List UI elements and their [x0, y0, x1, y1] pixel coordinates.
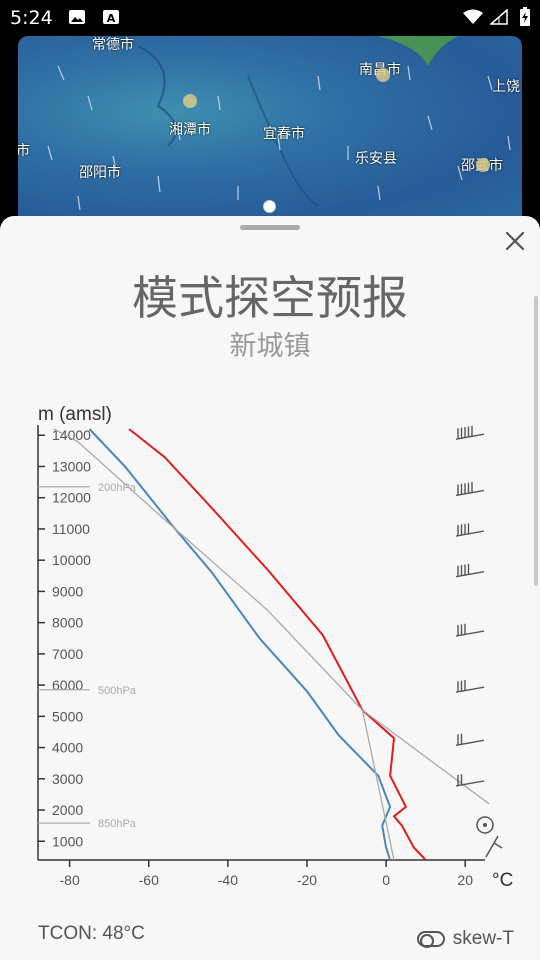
- image-icon: [69, 10, 85, 24]
- close-icon[interactable]: [502, 228, 528, 254]
- x-tick-label: -40: [218, 872, 238, 888]
- status-time: 5:24: [10, 7, 53, 29]
- series-line: [128, 428, 427, 861]
- forecast-sheet: 模式探空预报 新城镇 m (amsl) °C 1000 2000 3000 4000 5…: [0, 216, 540, 960]
- status-bar: 5:24 A: [0, 0, 540, 36]
- svg-text:A: A: [107, 12, 116, 25]
- wind-barbs: [455, 425, 485, 787]
- map-label-changde: 常德市: [92, 37, 134, 53]
- map-label-shaoyang: 邵阳市: [79, 165, 121, 181]
- map-label-shangrao: 上饶: [492, 79, 520, 95]
- wind-barb: [455, 563, 485, 578]
- y-tick-label: 6000: [52, 677, 83, 693]
- font-icon: A: [103, 10, 119, 25]
- axes-layer: 1000 2000 3000 4000 5000 6000 7000 8000 9000 1000…: [37, 425, 485, 888]
- y-tick-label: 7000: [52, 646, 83, 662]
- y-tick-label: 13000: [52, 458, 91, 474]
- pressure-level-label: 200hPa: [98, 482, 137, 494]
- y-tick-label: 9000: [52, 583, 83, 599]
- series-line: [362, 709, 490, 805]
- wifi-icon: [463, 9, 483, 24]
- surface-wind-barb: [485, 835, 503, 858]
- map-label-xiangtan: 湘潭市: [169, 122, 211, 138]
- pressure-level-label: 850hPa: [98, 818, 137, 830]
- cellular-signal-icon: [490, 9, 508, 25]
- x-tick-label: -20: [297, 872, 317, 888]
- pressure-level-label: 500hPa: [98, 685, 137, 697]
- y-tick-label: 3000: [52, 771, 83, 787]
- location-subtitle: 新城镇: [229, 331, 311, 362]
- y-tick-label: 10000: [52, 552, 91, 568]
- y-tick-label: 5000: [52, 708, 83, 724]
- drag-handle[interactable]: [240, 225, 300, 230]
- location-marker[interactable]: [263, 200, 276, 213]
- battery-charging-icon: [520, 7, 530, 26]
- y-axis-label: m (amsl): [38, 404, 112, 425]
- y-tick-label: 2000: [52, 802, 83, 818]
- map-city-dot: [476, 158, 490, 172]
- x-tick-label: -60: [139, 872, 159, 888]
- wind-barb: [455, 425, 485, 440]
- weather-map[interactable]: 常德市 南昌市 上饶 湘潭市 宜春市 市 乐安县 邵武市 邵阳市: [18, 36, 522, 226]
- wind-barb: [455, 680, 485, 693]
- y-tick-label: 1000: [52, 833, 83, 849]
- map-city-dot: [183, 94, 197, 108]
- wind-barb: [455, 623, 485, 637]
- wind-barb: [455, 774, 485, 787]
- x-axis-label: °C: [492, 870, 513, 891]
- x-tick-label: 20: [457, 872, 473, 888]
- map-label-lean: 乐安县: [355, 151, 397, 167]
- sounding-chart: m (amsl) °C 1000 2000 3000 4000 5000 6000 7000…: [37, 404, 513, 891]
- y-tick-label: 4000: [52, 740, 83, 756]
- toggle-switch-icon[interactable]: [416, 931, 445, 948]
- y-tick-label: 12000: [52, 490, 91, 506]
- skewt-toggle[interactable]: skew-T: [416, 927, 514, 951]
- calm-wind-icon: [476, 816, 494, 834]
- series-line: [53, 428, 395, 861]
- x-tick-label: -80: [60, 872, 80, 888]
- map-label-yichun: 宜春市: [263, 126, 305, 142]
- x-tick-label: 0: [382, 872, 390, 888]
- map-city-dot: [376, 68, 390, 82]
- map-wind-particles: [47, 36, 511, 211]
- series-layer: [53, 428, 490, 861]
- page-title: 模式探空预报: [132, 271, 408, 325]
- skewt-label: skew-T: [452, 928, 514, 949]
- tcon-value: TCON: 48°C: [38, 923, 145, 944]
- y-tick-label: 11000: [52, 521, 90, 537]
- scrollbar[interactable]: [534, 296, 538, 586]
- pressure-levels: 200hPa 500hPa 850hPa: [38, 482, 137, 830]
- wind-barb: [455, 733, 485, 747]
- map-label-edge: 市: [18, 143, 30, 159]
- wind-barb: [455, 482, 485, 497]
- y-tick-label: 8000: [52, 615, 83, 631]
- y-tick-label: 14000: [52, 427, 91, 443]
- wind-barb: [455, 523, 485, 537]
